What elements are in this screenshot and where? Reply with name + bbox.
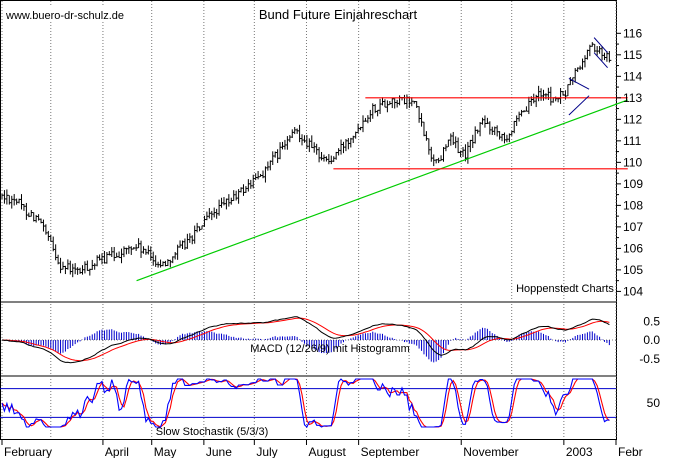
macd-tick-label: 0.0 — [643, 333, 660, 347]
stoch-d-line — [1, 378, 610, 428]
stoch-tick-label: 50 — [647, 396, 661, 410]
pattern-line — [568, 95, 590, 116]
macd-tick-label: -0.5 — [639, 352, 660, 366]
x-tick-label: February — [4, 445, 52, 458]
plot-frame — [0, 0, 617, 440]
pattern-line — [568, 78, 590, 90]
chart-title: Bund Future Einjahreschart — [259, 7, 418, 22]
price-tick-label: 113 — [623, 91, 642, 105]
x-tick-label: Febr — [618, 445, 643, 458]
price-tick-label: 114 — [623, 69, 642, 83]
macd-line — [1, 316, 610, 364]
x-tick-label: July — [256, 445, 277, 458]
price-tick-label: 105 — [623, 263, 643, 277]
x-tick-label: May — [154, 445, 177, 458]
pattern-line — [593, 52, 608, 69]
macd-label: MACD (12/26/9) mit Histogramm — [250, 343, 410, 355]
watermark-url: www.buero-dr-schulz.de — [5, 10, 124, 22]
price-tick-label: 112 — [623, 112, 642, 126]
source-label: Hoppenstedt Charts — [516, 283, 614, 295]
x-tick-label: June — [206, 445, 232, 458]
macd-tick-label: 0.5 — [643, 314, 660, 328]
x-tick-label: September — [361, 445, 420, 458]
stoch-label: Slow Stochastik (5/3/3) — [156, 426, 269, 438]
price-tick-label: 108 — [623, 198, 643, 212]
price-tick-label: 111 — [623, 134, 642, 148]
pattern-line — [593, 37, 608, 53]
x-tick-label: April — [105, 445, 129, 458]
support-trendline — [136, 99, 628, 282]
x-tick-label: August — [308, 445, 346, 458]
price-tick-label: 104 — [623, 284, 643, 298]
x-tick-label: November — [463, 445, 518, 458]
macd-signal-line — [1, 317, 610, 362]
price-tick-label: 109 — [623, 177, 643, 191]
price-tick-label: 110 — [623, 155, 642, 169]
stoch-k-line — [1, 378, 610, 428]
price-tick-label: 116 — [623, 26, 642, 40]
price-tick-label: 107 — [623, 220, 643, 234]
x-tick-label: 2003 — [566, 445, 593, 458]
price-tick-label: 106 — [623, 241, 643, 255]
watermark-background — [4, 7, 135, 22]
price-tick-label: 115 — [623, 48, 642, 62]
